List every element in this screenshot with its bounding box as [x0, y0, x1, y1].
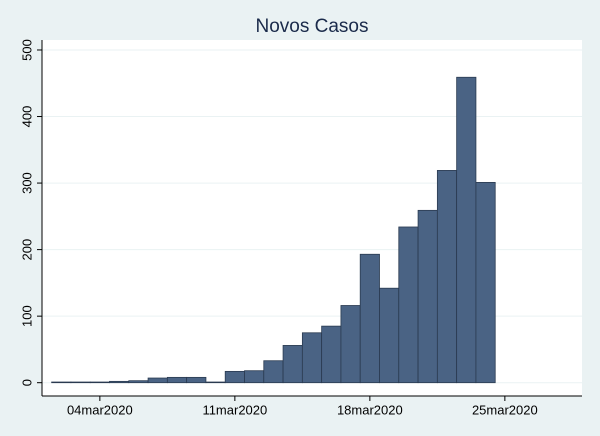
bar — [51, 381, 72, 384]
y-tick-label: 400 — [19, 106, 34, 128]
bar — [147, 377, 168, 384]
y-tick-label: 200 — [19, 239, 34, 261]
y-tick-label: 0 — [19, 379, 34, 386]
bar — [475, 181, 496, 384]
bar — [456, 76, 477, 384]
bar — [398, 226, 419, 384]
x-tick-label: 18mar2020 — [337, 402, 403, 417]
bar — [89, 381, 110, 384]
x-tick-label: 04mar2020 — [67, 402, 133, 417]
bar — [224, 370, 245, 384]
bar — [301, 332, 323, 384]
bar — [282, 345, 303, 384]
bar — [359, 253, 380, 384]
bar — [186, 376, 207, 384]
bar — [70, 381, 91, 384]
y-tick-label: 300 — [19, 172, 34, 194]
x-tick-label: 25mar2020 — [472, 402, 538, 417]
bar — [109, 380, 130, 384]
bar — [417, 209, 438, 384]
bar — [263, 360, 284, 384]
y-tick-label: 100 — [19, 305, 34, 327]
chart-title: Novos Casos — [256, 16, 369, 37]
x-tick-label: 11mar2020 — [202, 402, 267, 417]
y-tick-label: 500 — [19, 39, 34, 61]
bar — [321, 325, 342, 384]
bar — [436, 170, 458, 384]
bar — [340, 305, 361, 384]
bar — [244, 370, 265, 384]
bar — [128, 380, 149, 384]
bar — [379, 287, 400, 384]
bar — [205, 381, 226, 384]
bar — [166, 376, 188, 384]
